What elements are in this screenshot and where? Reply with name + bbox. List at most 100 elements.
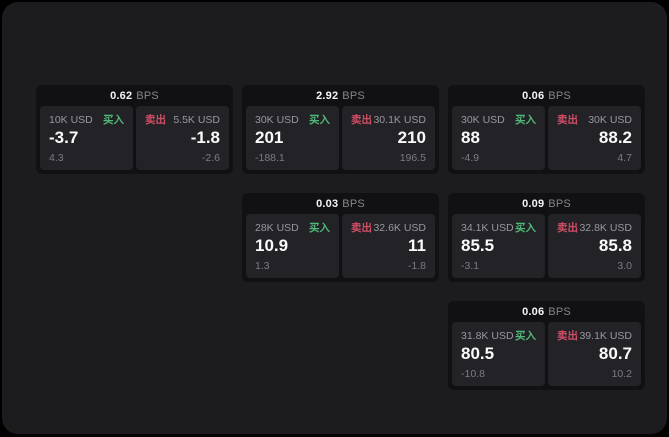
sell-size: 32.8K USD <box>579 222 632 234</box>
sell-label: 卖出 <box>351 114 372 126</box>
sell-label: 卖出 <box>557 330 578 342</box>
buy-tile[interactable]: 30K USD 买入 88 -4.9 <box>452 106 545 170</box>
buy-size: 10K USD <box>49 114 93 126</box>
buy-size: 31.8K USD <box>461 330 514 342</box>
bps-unit: BPS <box>548 305 571 318</box>
quote-card: 0.62 BPS 10K USD 买入 -3.7 4.3 卖出 5.5K USD <box>36 85 233 174</box>
buy-label: 买入 <box>309 222 330 234</box>
sell-size: 30K USD <box>588 114 632 126</box>
sell-price: 85.8 <box>598 236 632 255</box>
buy-sub-value: -188.1 <box>255 152 285 164</box>
sell-tile[interactable]: 卖出 39.1K USD 80.7 10.2 <box>548 322 641 386</box>
buy-tile[interactable]: 10K USD 买入 -3.7 4.3 <box>40 106 133 170</box>
buy-size: 30K USD <box>461 114 505 126</box>
buy-price: -3.7 <box>49 128 79 147</box>
sell-tile-top: 卖出 5.5K USD <box>145 112 220 127</box>
bps-unit: BPS <box>342 89 365 102</box>
sell-tile-top: 卖出 30K USD <box>557 112 632 127</box>
quote-card-grid: 0.62 BPS 10K USD 买入 -3.7 4.3 卖出 5.5K USD <box>36 85 645 390</box>
sell-tile[interactable]: 卖出 32.6K USD 11 -1.8 <box>342 214 435 278</box>
bps-value: 0.09 <box>522 197 545 210</box>
sell-sub-value: -1.8 <box>407 260 426 272</box>
buy-price: 85.5 <box>461 236 495 255</box>
bps-value: 0.62 <box>110 89 133 102</box>
buy-label: 买入 <box>515 114 536 126</box>
buy-tile-top: 34.1K USD 买入 <box>461 220 536 235</box>
sell-price: 88.2 <box>598 128 632 147</box>
sell-price: 80.7 <box>598 344 632 363</box>
buy-size: 34.1K USD <box>461 222 514 234</box>
buy-sub-value: 4.3 <box>49 152 64 164</box>
buy-tile-top: 10K USD 买入 <box>49 112 124 127</box>
sell-price: -1.8 <box>190 128 220 147</box>
bps-unit: BPS <box>548 89 571 102</box>
buy-size: 30K USD <box>255 114 299 126</box>
sell-tile[interactable]: 卖出 30.1K USD 210 196.5 <box>342 106 435 170</box>
bps-value: 0.06 <box>522 89 545 102</box>
buy-tile-top: 30K USD 买入 <box>461 112 536 127</box>
sell-tile-top: 卖出 32.8K USD <box>557 220 632 235</box>
sell-sub-value: 196.5 <box>399 152 426 164</box>
sell-size: 32.6K USD <box>373 222 426 234</box>
sell-tile-top: 卖出 30.1K USD <box>351 112 426 127</box>
sell-tile[interactable]: 卖出 5.5K USD -1.8 -2.6 <box>136 106 229 170</box>
bps-unit: BPS <box>548 197 571 210</box>
buy-sub-value: -4.9 <box>461 152 480 164</box>
tiles-row: 34.1K USD 买入 85.5 -3.1 卖出 32.8K USD 85.8… <box>448 214 645 282</box>
tiles-row: 10K USD 买入 -3.7 4.3 卖出 5.5K USD -1.8 -2.… <box>36 106 233 174</box>
quote-card: 0.03 BPS 28K USD 买入 10.9 1.3 卖出 32.6K US… <box>242 193 439 282</box>
sell-tile[interactable]: 卖出 32.8K USD 85.8 3.0 <box>548 214 641 278</box>
card-header: 2.92 BPS <box>242 85 439 106</box>
sell-price: 11 <box>408 236 426 255</box>
quote-card: 0.06 BPS 30K USD 买入 88 -4.9 卖出 30K USD <box>448 85 645 174</box>
sell-label: 卖出 <box>145 114 166 126</box>
sell-sub-value: -2.6 <box>201 152 220 164</box>
card-header: 0.03 BPS <box>242 193 439 214</box>
buy-tile[interactable]: 34.1K USD 买入 85.5 -3.1 <box>452 214 545 278</box>
buy-label: 买入 <box>309 114 330 126</box>
sell-tile-top: 卖出 39.1K USD <box>557 328 632 343</box>
bps-value: 0.03 <box>316 197 339 210</box>
tiles-row: 30K USD 买入 201 -188.1 卖出 30.1K USD 210 1… <box>242 106 439 174</box>
sell-size: 30.1K USD <box>373 114 426 126</box>
buy-tile-top: 28K USD 买入 <box>255 220 330 235</box>
tiles-row: 30K USD 买入 88 -4.9 卖出 30K USD 88.2 4.7 <box>448 106 645 174</box>
card-header: 0.06 BPS <box>448 85 645 106</box>
quote-card: 0.09 BPS 34.1K USD 买入 85.5 -3.1 卖出 32.8K… <box>448 193 645 282</box>
sell-label: 卖出 <box>351 222 372 234</box>
sell-label: 卖出 <box>557 114 578 126</box>
buy-price: 80.5 <box>461 344 495 363</box>
sell-sub-value: 10.2 <box>611 368 632 380</box>
card-header: 0.06 BPS <box>448 301 645 322</box>
bps-unit: BPS <box>136 89 159 102</box>
buy-price: 10.9 <box>255 236 289 255</box>
sell-tile-top: 卖出 32.6K USD <box>351 220 426 235</box>
sell-size: 39.1K USD <box>579 330 632 342</box>
buy-tile[interactable]: 30K USD 买入 201 -188.1 <box>246 106 339 170</box>
sell-sub-value: 3.0 <box>617 260 632 272</box>
buy-label: 买入 <box>515 330 536 342</box>
buy-price: 201 <box>255 128 284 147</box>
sell-sub-value: 4.7 <box>617 152 632 164</box>
bps-value: 2.92 <box>316 89 339 102</box>
bps-unit: BPS <box>342 197 365 210</box>
card-header: 0.62 BPS <box>36 85 233 106</box>
buy-label: 买入 <box>103 114 124 126</box>
sell-price: 210 <box>397 128 426 147</box>
buy-price: 88 <box>461 128 480 147</box>
sell-tile[interactable]: 卖出 30K USD 88.2 4.7 <box>548 106 641 170</box>
tiles-row: 31.8K USD 买入 80.5 -10.8 卖出 39.1K USD 80.… <box>448 322 645 390</box>
buy-sub-value: -3.1 <box>461 260 480 272</box>
tiles-row: 28K USD 买入 10.9 1.3 卖出 32.6K USD 11 -1.8 <box>242 214 439 282</box>
sell-size: 5.5K USD <box>173 114 220 126</box>
card-header: 0.09 BPS <box>448 193 645 214</box>
buy-sub-value: -10.8 <box>461 368 485 380</box>
buy-tile-top: 30K USD 买入 <box>255 112 330 127</box>
buy-tile[interactable]: 31.8K USD 买入 80.5 -10.8 <box>452 322 545 386</box>
buy-tile[interactable]: 28K USD 买入 10.9 1.3 <box>246 214 339 278</box>
buy-sub-value: 1.3 <box>255 260 270 272</box>
sell-label: 卖出 <box>557 222 578 234</box>
bps-value: 0.06 <box>522 305 545 318</box>
quote-card: 2.92 BPS 30K USD 买入 201 -188.1 卖出 30.1K … <box>242 85 439 174</box>
